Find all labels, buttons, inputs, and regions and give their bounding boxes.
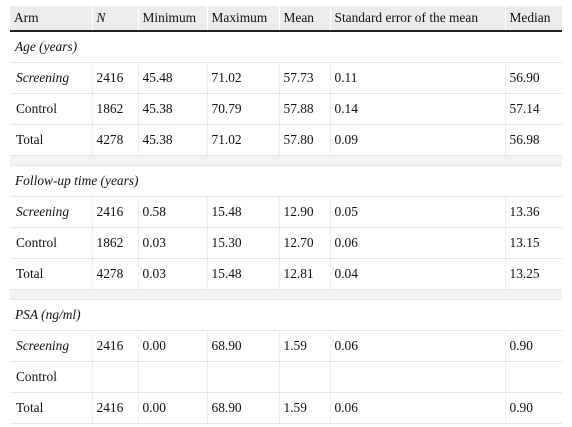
table-row: Screening 2416 45.48 71.02 57.73 0.11 56.90	[10, 62, 562, 94]
table-row: Screening 2416 0.00 68.90 1.59 0.06 0.90	[10, 330, 562, 362]
cell-mean: 57.80	[279, 124, 331, 156]
cell-n	[92, 361, 139, 393]
cell-median: 13.25	[505, 258, 562, 290]
cell-arm: Screening	[10, 196, 93, 228]
section-spacer	[10, 289, 562, 300]
cell-minimum: 0.03	[138, 227, 208, 259]
header-row: Arm N Minimum Maximum Mean Standard erro…	[10, 6, 562, 32]
cell-minimum: 0.58	[138, 196, 208, 228]
table-row: Total 4278 45.38 71.02 57.80 0.09 56.98	[10, 124, 562, 156]
section-title: Follow-up time (years)	[10, 165, 562, 197]
col-header-sem: Standard error of the mean	[330, 6, 506, 32]
cell-arm: Screening	[10, 330, 93, 362]
cell-arm: Total	[10, 124, 93, 156]
cell-median: 56.90	[505, 62, 562, 94]
cell-minimum: 45.38	[138, 124, 208, 156]
cell-n: 4278	[92, 124, 139, 156]
section-header-row: Follow-up time (years)	[10, 165, 562, 197]
cell-median: 0.90	[505, 392, 562, 424]
cell-n: 1862	[92, 227, 139, 259]
spacer-cell	[10, 155, 562, 166]
table-row: Control	[10, 361, 562, 393]
cell-maximum: 68.90	[207, 392, 280, 424]
cell-sem: 0.05	[330, 196, 506, 228]
table-row: Total 2416 0.00 68.90 1.59 0.06 0.90	[10, 392, 562, 424]
section-spacer	[10, 155, 562, 166]
cell-sem	[330, 361, 506, 393]
cell-n: 2416	[92, 392, 139, 424]
cell-minimum: 0.00	[138, 392, 208, 424]
cell-maximum: 15.48	[207, 258, 280, 290]
table-row: Control 1862 0.03 15.30 12.70 0.06 13.15	[10, 227, 562, 259]
cell-sem: 0.06	[330, 227, 506, 259]
cell-minimum	[138, 361, 208, 393]
cell-sem: 0.14	[330, 93, 506, 125]
cell-arm: Total	[10, 258, 93, 290]
section-header-row: Age (years)	[10, 31, 562, 63]
spacer-cell	[10, 289, 562, 300]
cell-maximum: 68.90	[207, 330, 280, 362]
cell-median: 56.98	[505, 124, 562, 156]
cell-maximum: 71.02	[207, 62, 280, 94]
cell-median: 13.15	[505, 227, 562, 259]
section-header-row: PSA (ng/ml)	[10, 299, 562, 331]
cell-maximum: 70.79	[207, 93, 280, 125]
cell-arm: Screening	[10, 62, 93, 94]
table-row: Control 1862 45.38 70.79 57.88 0.14 57.14	[10, 93, 562, 125]
cell-minimum: 45.38	[138, 93, 208, 125]
cell-median: 13.36	[505, 196, 562, 228]
cell-n: 2416	[92, 62, 139, 94]
cell-arm: Control	[10, 361, 93, 393]
cell-sem: 0.09	[330, 124, 506, 156]
cell-n: 1862	[92, 93, 139, 125]
cell-minimum: 0.03	[138, 258, 208, 290]
cell-median: 57.14	[505, 93, 562, 125]
cell-mean: 12.81	[279, 258, 331, 290]
col-header-n: N	[92, 6, 139, 32]
cell-mean: 57.88	[279, 93, 331, 125]
col-header-maximum: Maximum	[207, 6, 280, 32]
cell-arm: Control	[10, 93, 93, 125]
cell-arm: Control	[10, 227, 93, 259]
cell-mean: 1.59	[279, 330, 331, 362]
section-title: Age (years)	[10, 31, 562, 63]
cell-mean	[279, 361, 331, 393]
section-title: PSA (ng/ml)	[10, 299, 562, 331]
cell-minimum: 45.48	[138, 62, 208, 94]
cell-mean: 1.59	[279, 392, 331, 424]
data-table: Arm N Minimum Maximum Mean Standard erro…	[10, 6, 562, 424]
cell-n: 4278	[92, 258, 139, 290]
cell-maximum: 15.30	[207, 227, 280, 259]
table-row: Screening 2416 0.58 15.48 12.90 0.05 13.36	[10, 196, 562, 228]
cell-n: 2416	[92, 330, 139, 362]
cell-sem: 0.04	[330, 258, 506, 290]
cell-median	[505, 361, 562, 393]
cell-mean: 57.73	[279, 62, 331, 94]
table-row: Total 4278 0.03 15.48 12.81 0.04 13.25	[10, 258, 562, 290]
cell-median: 0.90	[505, 330, 562, 362]
cell-sem: 0.11	[330, 62, 506, 94]
cell-maximum: 71.02	[207, 124, 280, 156]
cell-arm: Total	[10, 392, 93, 424]
cell-maximum: 15.48	[207, 196, 280, 228]
col-header-minimum: Minimum	[138, 6, 208, 32]
col-header-median: Median	[505, 6, 562, 32]
cell-sem: 0.06	[330, 330, 506, 362]
cell-mean: 12.90	[279, 196, 331, 228]
cell-sem: 0.06	[330, 392, 506, 424]
cell-maximum	[207, 361, 280, 393]
col-header-arm: Arm	[10, 6, 93, 32]
cell-mean: 12.70	[279, 227, 331, 259]
table-body: Age (years) Screening 2416 45.48 71.02 57.73 0…	[10, 31, 562, 424]
col-header-mean: Mean	[279, 6, 331, 32]
cell-minimum: 0.00	[138, 330, 208, 362]
cell-n: 2416	[92, 196, 139, 228]
